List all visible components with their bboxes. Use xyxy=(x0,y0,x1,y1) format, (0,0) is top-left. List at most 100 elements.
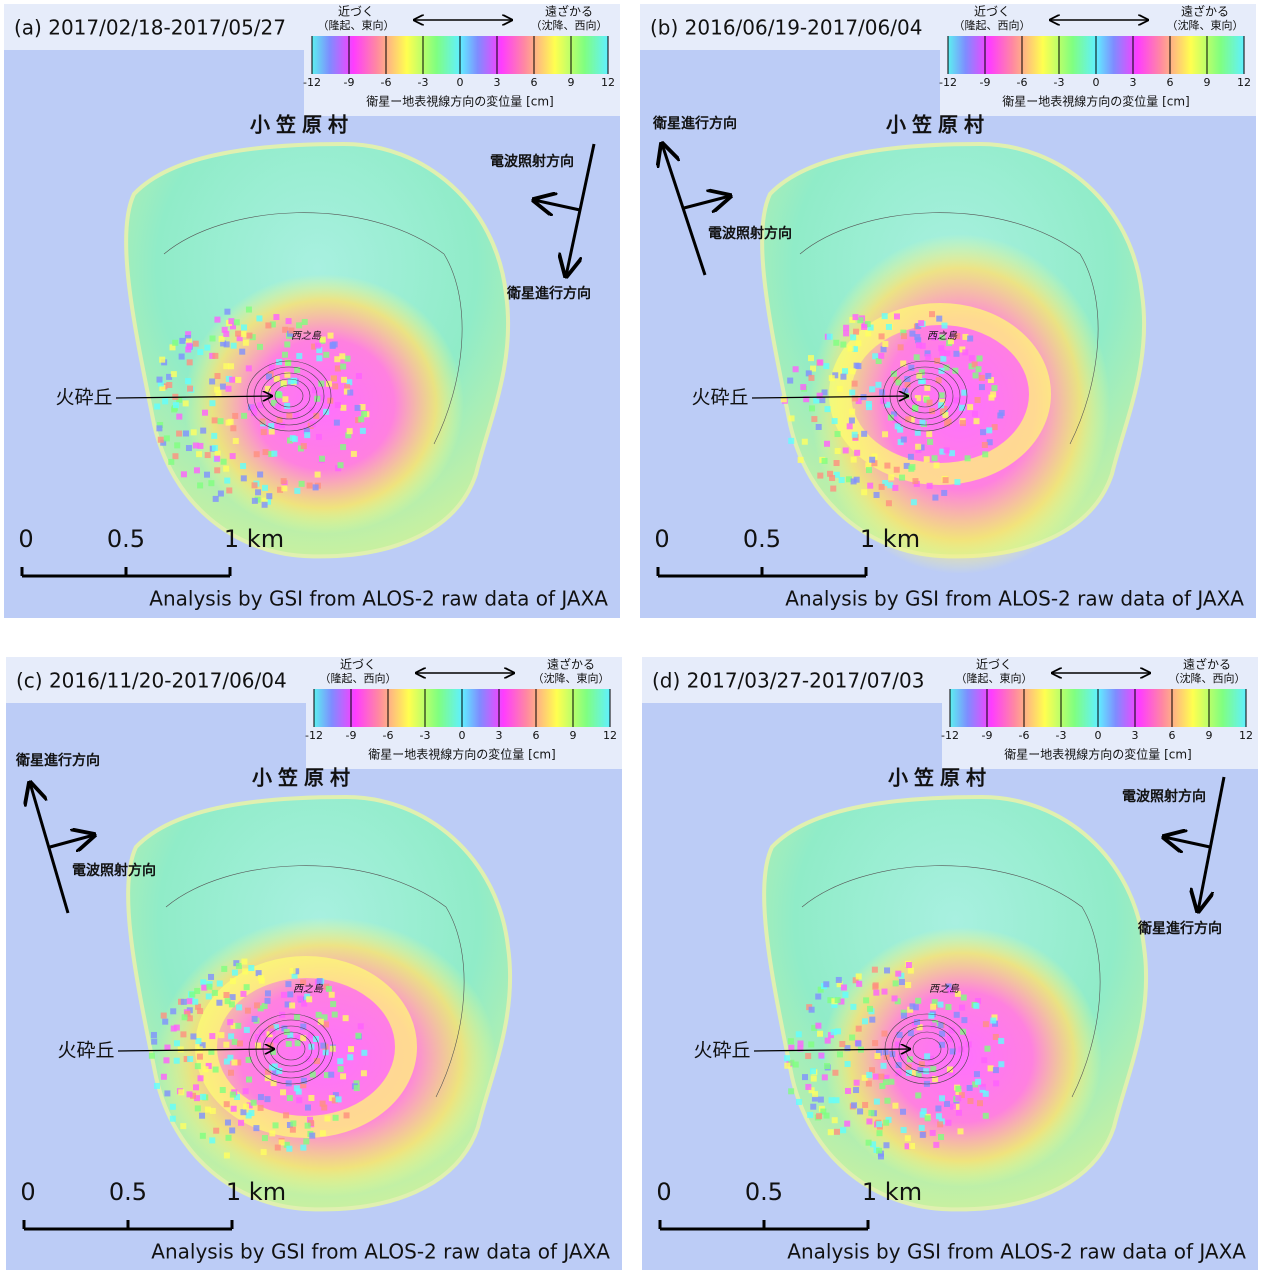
noise-pixel xyxy=(941,490,947,496)
noise-pixel xyxy=(908,968,914,974)
noise-pixel xyxy=(938,368,944,374)
noise-pixel xyxy=(170,1116,176,1122)
noise-pixel xyxy=(809,405,815,411)
color-bar-tick-label: 9 xyxy=(570,729,577,742)
noise-pixel xyxy=(834,460,840,466)
noise-pixel xyxy=(947,1036,953,1042)
noise-pixel xyxy=(892,1103,898,1109)
noise-pixel xyxy=(172,453,178,459)
noise-pixel xyxy=(248,1110,254,1116)
noise-pixel xyxy=(186,445,192,451)
noise-pixel xyxy=(933,1142,939,1148)
legend-near-note: （隆起、東向） xyxy=(318,18,395,32)
scale-label: 0.5 xyxy=(745,1178,783,1206)
noise-pixel xyxy=(959,405,965,411)
noise-pixel xyxy=(936,1113,942,1119)
noise-pixel xyxy=(316,1012,322,1018)
noise-pixel xyxy=(151,1032,157,1038)
noise-pixel xyxy=(866,467,872,473)
color-bar-tick-label: -6 xyxy=(383,729,394,742)
noise-pixel xyxy=(361,1050,367,1056)
noise-pixel xyxy=(302,319,308,325)
noise-pixel xyxy=(171,371,177,377)
noise-pixel xyxy=(991,385,997,391)
noise-pixel xyxy=(223,992,229,998)
noise-pixel xyxy=(300,1145,306,1151)
noise-pixel xyxy=(808,1041,814,1047)
noise-pixel xyxy=(258,1094,264,1100)
noise-pixel xyxy=(323,352,329,358)
noise-pixel xyxy=(938,1134,944,1140)
scale-label: 0.5 xyxy=(109,1178,147,1206)
noise-pixel xyxy=(852,381,858,387)
noise-pixel xyxy=(221,459,227,465)
noise-pixel xyxy=(334,420,340,426)
noise-pixel xyxy=(849,417,855,423)
color-bar-tick-label: -12 xyxy=(939,76,957,89)
noise-pixel xyxy=(843,325,849,331)
noise-pixel xyxy=(262,1135,268,1141)
noise-pixel xyxy=(937,1121,943,1127)
noise-pixel xyxy=(932,495,938,501)
noise-pixel xyxy=(286,412,292,418)
noise-pixel xyxy=(863,997,869,1003)
color-bar-tick-label: 12 xyxy=(1239,729,1253,742)
noise-pixel xyxy=(230,453,236,459)
noise-pixel xyxy=(318,1019,324,1025)
noise-pixel xyxy=(224,1059,230,1065)
noise-pixel xyxy=(243,340,249,346)
noise-pixel xyxy=(986,427,992,433)
noise-pixel xyxy=(901,1127,907,1133)
noise-pixel xyxy=(236,1004,242,1010)
noise-pixel xyxy=(817,359,823,365)
noise-pixel xyxy=(178,1089,184,1095)
noise-pixel xyxy=(232,1039,238,1045)
noise-pixel xyxy=(193,1084,199,1090)
noise-pixel xyxy=(320,1130,326,1136)
noise-pixel xyxy=(999,410,1005,416)
noise-pixel xyxy=(164,435,170,441)
noise-pixel xyxy=(214,317,220,323)
noise-pixel xyxy=(874,1099,880,1105)
legend-far-note: （沈降、西向） xyxy=(531,18,608,32)
noise-pixel xyxy=(788,1088,794,1094)
noise-pixel xyxy=(254,451,260,457)
noise-pixel xyxy=(861,489,867,495)
noise-pixel xyxy=(328,333,334,339)
noise-pixel xyxy=(161,1074,167,1080)
noise-pixel xyxy=(241,413,247,419)
noise-pixel xyxy=(832,1117,838,1123)
noise-pixel xyxy=(281,478,287,484)
noise-pixel xyxy=(282,396,288,402)
noise-pixel xyxy=(982,451,988,457)
noise-pixel xyxy=(823,363,829,369)
noise-pixel xyxy=(251,1100,257,1106)
noise-pixel xyxy=(230,425,236,431)
satellite-direction-label: 衛星進行方向 xyxy=(1137,920,1222,937)
noise-pixel xyxy=(842,368,848,374)
noise-pixel xyxy=(344,356,350,362)
noise-pixel xyxy=(336,1096,342,1102)
noise-pixel xyxy=(811,1076,817,1082)
noise-pixel xyxy=(263,449,269,455)
noise-pixel xyxy=(895,971,901,977)
panel-label: (a) 2017/02/18-2017/05/27 xyxy=(14,16,286,40)
noise-pixel xyxy=(843,447,849,453)
noise-pixel xyxy=(876,358,882,364)
noise-pixel xyxy=(855,363,861,369)
noise-pixel xyxy=(849,390,855,396)
deformation-fringe xyxy=(810,234,1110,574)
noise-pixel xyxy=(235,377,241,383)
noise-pixel xyxy=(331,375,337,381)
noise-pixel xyxy=(236,963,242,969)
noise-pixel xyxy=(209,400,215,406)
noise-pixel xyxy=(273,314,279,320)
noise-pixel xyxy=(919,1061,925,1067)
noise-pixel xyxy=(869,1017,875,1023)
noise-pixel xyxy=(906,1064,912,1070)
noise-pixel xyxy=(203,1066,209,1072)
noise-pixel xyxy=(936,316,942,322)
noise-pixel xyxy=(879,333,885,339)
noise-pixel xyxy=(789,415,795,421)
legend-far: 遠ざかる xyxy=(547,657,595,672)
